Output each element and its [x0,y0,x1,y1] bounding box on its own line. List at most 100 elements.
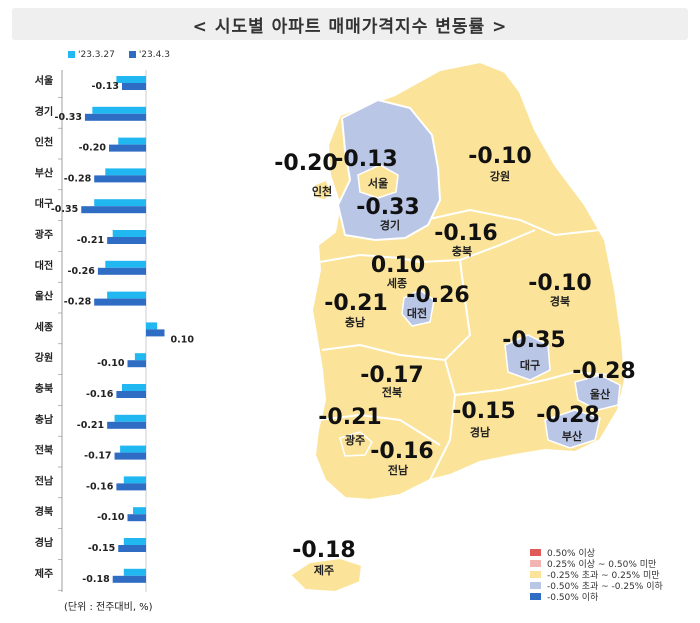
map-value-label: -0.21 [324,291,387,316]
bar-curr [94,298,146,306]
region-incheon [313,179,333,201]
map-legend-label: -0.50% 초과 ~ -0.25% 이하 [547,582,663,592]
title-bar: < 시도별 아파트 매매가격지수 변동률 > [12,8,688,40]
map-legend: 0.50% 이상 0.25% 이상 ~ 0.50% 미만 -0.25% 초과 ~… [530,547,663,603]
map-region-name: 충남 [345,315,365,329]
bar-prev [92,106,146,114]
category-label: 충북 [35,382,53,395]
category-label: 경북 [35,505,53,518]
data-label: -0.15 [88,543,115,554]
map-region-name: 대전 [407,306,427,320]
bar-prev [118,137,146,145]
chart-title: < 시도별 아파트 매매가격지수 변동률 > [192,16,508,37]
data-label: -0.28 [64,173,92,184]
category-label: 서울 [35,74,53,87]
legend-swatch-prev [68,51,75,58]
bar-prev [146,322,158,330]
map-legend-swatch [530,549,541,556]
bar-curr [146,329,165,337]
map-region-name: 경남 [470,425,490,439]
map-legend-row: 0.50% 이상 [530,547,663,559]
bar-curr [84,113,146,121]
bar-prev [112,230,146,237]
legend-label-prev: '23.3.27 [78,50,115,60]
category-label: 전북 [35,444,53,457]
bar-curr [116,391,146,398]
map-legend-row: -0.50% 이하 [530,591,663,603]
map-legend-label: 0.50% 이상 [547,549,596,559]
map-value-label: -0.21 [318,405,381,430]
map-legend-swatch [530,582,541,589]
map-legend-label: -0.25% 초과 ~ 0.25% 미만 [547,571,660,581]
data-label: -0.20 [79,143,107,154]
bar-prev [94,199,146,207]
map-region-name: 전남 [388,463,408,477]
map-region-name: 제주 [314,563,334,577]
map-value-label: -0.35 [502,328,565,353]
bar-curr [114,452,146,460]
region-ulsan [574,374,621,411]
category-label: 광주 [35,229,53,241]
map-value-label: -0.10 [468,144,531,169]
bar-prev [133,507,146,515]
map-legend-swatch [530,571,541,578]
bar-curr [94,175,146,183]
legend-swatch-curr [128,51,136,58]
category-label: 부산 [35,166,54,179]
map-region-name: 경기 [380,218,400,232]
data-label: -0.10 [97,358,125,369]
map-region-name: 대구 [520,358,540,372]
category-label: 대구 [35,197,53,210]
bar-prev [114,414,146,422]
unit-note: (단위 : 전주대비, %) [64,602,153,613]
category-label: 대전 [35,259,53,272]
bar-curr [118,545,146,552]
data-label: -0.17 [84,451,111,462]
bar-curr [116,483,146,491]
data-label: -0.21 [77,420,104,431]
legend-label-curr: '23.4.3 [138,50,170,60]
bar-curr [112,575,146,583]
bar-prev [107,291,146,299]
data-label: -0.33 [55,112,82,123]
legend-item-curr: '23.4.3 [128,50,170,60]
bar-prev [123,538,146,545]
map-value-label: -0.15 [452,399,515,424]
data-label: -0.28 [64,297,92,308]
region-gwangju [339,431,373,457]
bar-prev [121,384,146,391]
data-label: -0.10 [97,512,125,523]
data-label: -0.35 [51,204,78,215]
map-legend-swatch [530,560,541,567]
bar-prev [105,260,146,268]
map-value-label: -0.13 [334,147,397,172]
map-legend-row: -0.50% 초과 ~ -0.25% 이하 [530,580,663,592]
map-value-label: 0.10 [371,253,425,278]
map-labels: -0.13서울-0.33경기-0.20인천-0.10강원-0.16충북0.10세… [274,144,635,577]
category-label: 울산 [35,290,54,303]
map-legend-row: -0.25% 초과 ~ 0.25% 미만 [530,569,663,581]
category-label: 충남 [35,413,54,426]
region-busan [544,409,601,449]
map-value-label: -0.20 [274,151,337,176]
bar-prev [105,168,146,176]
bar-curr [127,514,146,522]
data-label: 0.10 [171,334,195,345]
map-value-label: -0.26 [406,283,469,308]
region-daegu [504,334,551,381]
bar-chart: 서울 -0.13 경기 -0.33 인천 -0.20 부산 -0.28 대구-0.35 광주 -0.… [35,70,195,592]
bars-group: 서울 -0.13 경기 -0.33 인천 -0.20 부산 -0.28 대구-0.35 광주 -0.… [35,74,195,591]
map-value-label: -0.28 [572,359,635,384]
bar-prev [123,476,146,484]
bar-curr [97,267,146,275]
map-region-name: 부산 [562,429,582,443]
bar-curr [81,206,146,214]
bar-prev [123,568,146,576]
map-region-name: 전북 [382,385,402,399]
map-legend-label: -0.50% 이하 [547,593,599,603]
region-borders [317,208,611,481]
legend-item-prev: '23.3.27 [68,50,115,60]
map-value-label: -0.10 [528,271,591,296]
category-label: 강원 [35,351,53,364]
